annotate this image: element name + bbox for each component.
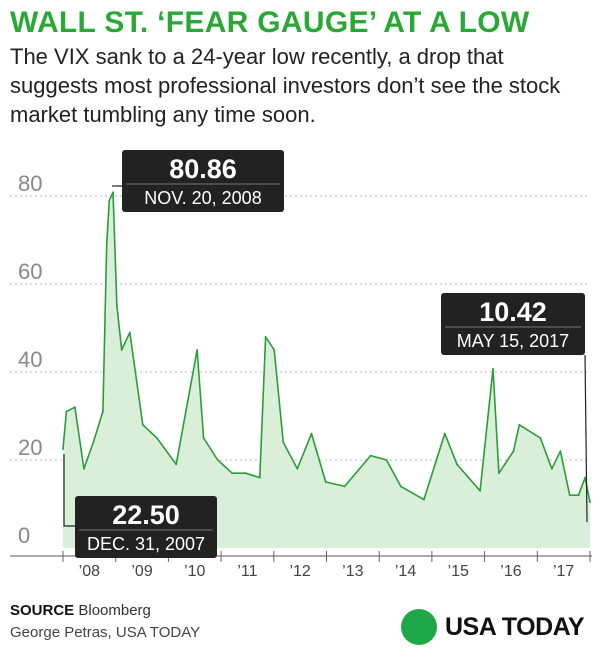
y-axis-labels: 0 20 40 60 80 (18, 171, 42, 548)
data-point (175, 463, 178, 466)
x-tick-label: ’12 (289, 563, 310, 580)
data-point (577, 494, 580, 497)
data-point (202, 437, 205, 439)
callouts: 80.86 NOV. 20, 2008 10.42 MAY 15, 2017 22.50… (62, 150, 591, 558)
x-tick-label: ’08 (79, 563, 100, 580)
x-tick-label: ’09 (131, 563, 152, 580)
callout-box (122, 150, 284, 212)
data-point (101, 410, 104, 413)
data-point (422, 498, 425, 501)
data-point (512, 450, 515, 453)
data-point (115, 305, 118, 307)
y-tick-label: 80 (18, 171, 42, 196)
x-tick-label: ’11 (237, 563, 257, 580)
vix-chart: 0 20 40 60 80 ’08 ’09 ’10 ’11 ’12 ’13 ’14 ’15 ’16 ’17… (10, 150, 592, 580)
data-point (216, 459, 219, 461)
data-point (479, 489, 481, 492)
data-point (568, 494, 571, 497)
callout-1: 80.86 NOV. 20, 2008 (112, 150, 284, 212)
chart-title: WALL ST. ‘FEAR GAUGE’ AT A LOW (10, 6, 530, 39)
x-tick-label: ’10 (184, 563, 205, 580)
data-point (73, 406, 76, 409)
data-point (62, 448, 64, 450)
x-tick-label: ’13 (342, 563, 363, 580)
y-tick-label: 0 (18, 523, 30, 548)
data-point (497, 472, 500, 475)
source-label: SOURCE (10, 602, 75, 619)
data-point (264, 335, 267, 338)
data-point (559, 450, 562, 453)
data-point (141, 423, 144, 426)
callout-value: 80.86 (169, 154, 237, 184)
logo-wordmark: USA TODAY (445, 612, 585, 641)
y-tick-label: 60 (18, 259, 42, 284)
data-point (65, 410, 68, 413)
data-point (550, 467, 553, 470)
data-point (310, 432, 313, 435)
callout-value: 10.42 (479, 297, 547, 327)
source-line: SOURCE Bloomberg (10, 602, 151, 619)
data-point (589, 501, 591, 504)
callout-leader (584, 354, 588, 523)
data-point (324, 481, 327, 483)
data-point (369, 454, 372, 457)
data-point (343, 485, 346, 488)
callout-2: 10.42 MAY 15, 2017 (441, 293, 588, 523)
callout-value: 22.50 (112, 500, 180, 530)
callout-date: MAY 15, 2017 (457, 331, 569, 351)
data-point (231, 472, 234, 475)
callout-3: 22.50 DEC. 31, 2007 (63, 454, 217, 558)
usa-today-logo: USA TODAY (401, 608, 585, 646)
data-point (128, 331, 131, 334)
data-point (196, 349, 198, 351)
callout-box (441, 293, 585, 355)
data-point (156, 437, 158, 439)
data-point (539, 437, 542, 439)
y-tick-label: 20 (18, 435, 42, 460)
data-point (108, 199, 111, 202)
data-point (492, 368, 494, 370)
credit-line: George Petras, USA TODAY (10, 624, 201, 641)
data-point (584, 476, 586, 479)
data-point (399, 485, 402, 488)
data-point (120, 349, 123, 351)
data-point (282, 441, 285, 444)
chart-subtitle: The VIX sank to a 24-year low recently, … (10, 44, 561, 127)
x-tick-label: ’17 (553, 563, 574, 580)
x-tick-label: ’16 (500, 563, 521, 580)
source-value: Bloomberg (78, 602, 151, 619)
x-tick-label: ’15 (448, 563, 469, 580)
data-point (258, 476, 261, 479)
data-point (273, 349, 276, 351)
y-tick-label: 40 (18, 347, 42, 372)
callout-date: DEC. 31, 2007 (87, 534, 205, 554)
logo-dot-icon (401, 609, 437, 645)
data-point (105, 243, 108, 246)
data-point (112, 191, 114, 194)
callout-leader (63, 454, 75, 527)
data-point (296, 467, 299, 470)
data-point (83, 467, 85, 470)
data-point (518, 423, 521, 426)
data-point (443, 432, 446, 435)
callout-box (75, 496, 217, 558)
x-tick-label: ’14 (395, 563, 416, 580)
data-point (456, 463, 458, 466)
x-axis: ’08 ’09 ’10 ’11 ’12 ’13 ’14 ’15 ’16 ’17 (10, 551, 592, 580)
callout-date: NOV. 20, 2008 (144, 188, 261, 208)
vix-line (62, 191, 591, 503)
vix-area (63, 192, 590, 548)
data-point (92, 441, 95, 444)
data-point (385, 459, 388, 461)
data-point (244, 472, 247, 475)
